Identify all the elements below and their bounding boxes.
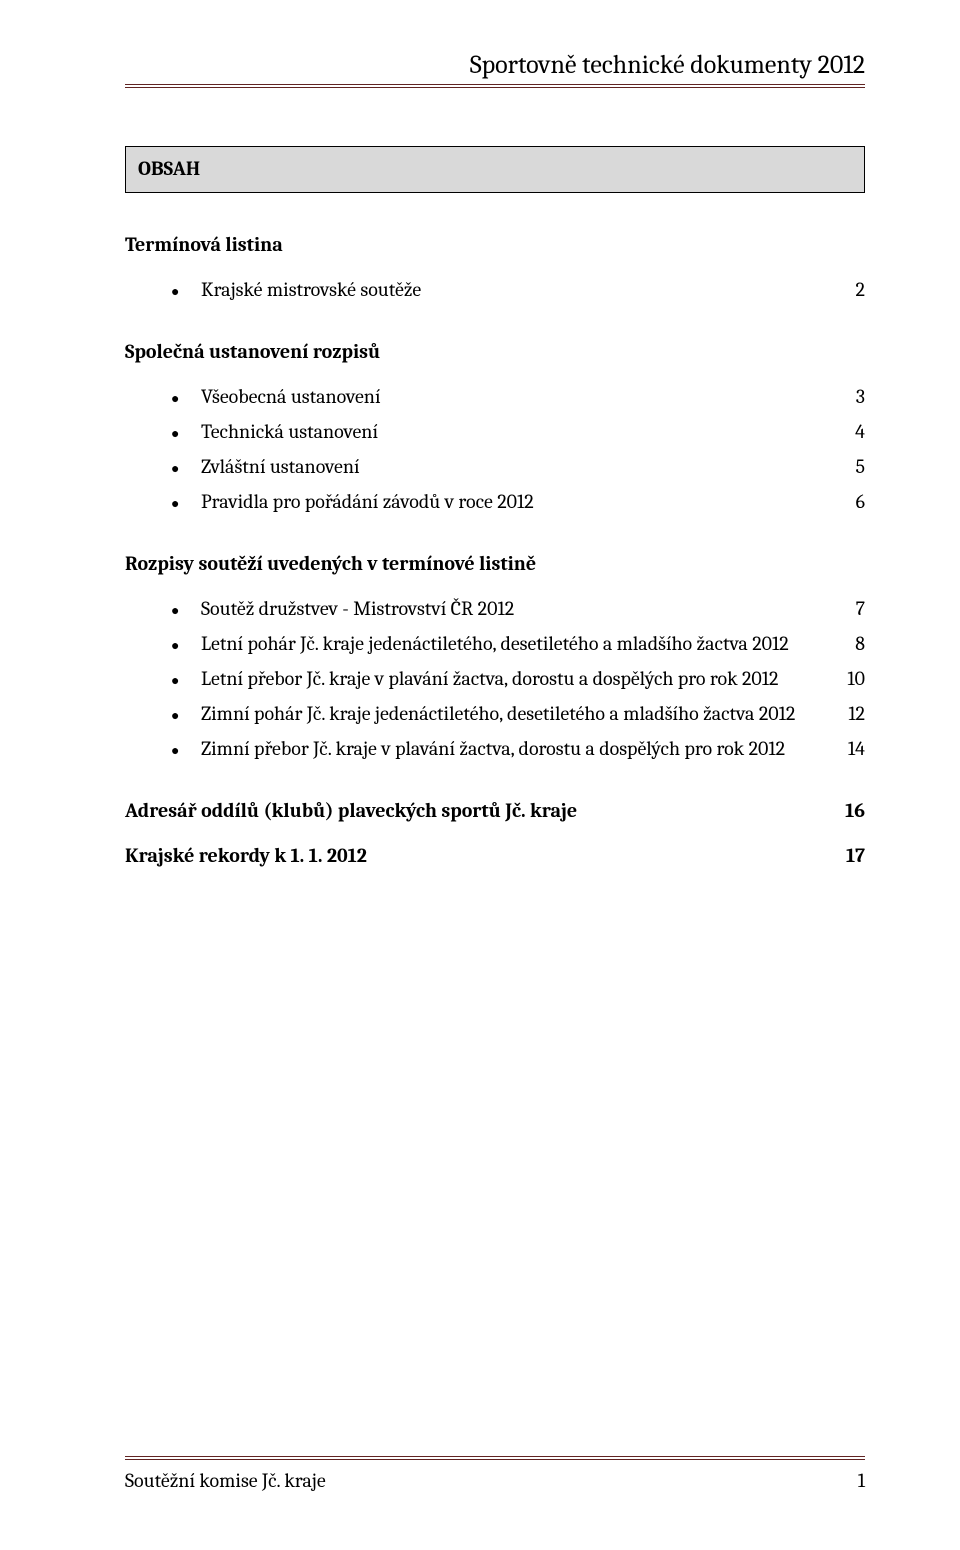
bullet-icon: ● bbox=[171, 278, 201, 302]
toc-page: 2 bbox=[836, 278, 865, 301]
toc-page: 3 bbox=[836, 385, 865, 408]
toc-label: Krajské mistrovské soutěže bbox=[201, 278, 836, 301]
bullet-icon: ● bbox=[171, 490, 201, 514]
toc-page: 5 bbox=[836, 455, 866, 478]
section-heading-3: Rozpisy soutěží uvedených v termínové li… bbox=[125, 552, 865, 575]
toc-page: 4 bbox=[835, 420, 865, 443]
toc-page: 14 bbox=[828, 737, 865, 760]
section-heading-4: Adresář oddílů (klubů) plaveckých sportů… bbox=[125, 799, 865, 822]
bullet-icon: ● bbox=[171, 702, 201, 726]
section-heading-2: Společná ustanovení rozpisů bbox=[125, 340, 865, 363]
footer-rule bbox=[125, 1456, 865, 1460]
toc-page: 6 bbox=[836, 490, 865, 513]
section-4-label: Adresář oddílů (klubů) plaveckých sportů… bbox=[125, 799, 577, 822]
list-item: ● Zvláštní ustanovení 5 bbox=[171, 455, 865, 479]
section-4-page: 16 bbox=[845, 799, 865, 822]
box-title-obsah: OBSAH bbox=[125, 146, 865, 193]
toc-page: 12 bbox=[828, 702, 865, 725]
page: Sportovně technické dokumenty 2012 OBSAH… bbox=[0, 0, 960, 1550]
footer-left: Soutěžní komise Jč. kraje bbox=[125, 1469, 326, 1492]
toc-label: Zimní pohár Jč. kraje jedenáctiletého, d… bbox=[201, 702, 828, 725]
toc-label: Technická ustanovení bbox=[201, 420, 835, 443]
bullet-icon: ● bbox=[171, 420, 201, 444]
section-5-label: Krajské rekordy k 1. 1. 2012 bbox=[125, 844, 367, 867]
toc-list-3: ● Soutěž družstvev - Mistrovství ČR 2012… bbox=[171, 597, 865, 761]
page-header: Sportovně technické dokumenty 2012 bbox=[125, 50, 865, 88]
toc-page: 8 bbox=[835, 632, 865, 655]
toc-label: Zvláštní ustanovení bbox=[201, 455, 836, 478]
toc-label: Všeobecná ustanovení bbox=[201, 385, 836, 408]
toc-label: Soutěž družstvev - Mistrovství ČR 2012 bbox=[201, 597, 836, 620]
bullet-icon: ● bbox=[171, 632, 201, 656]
toc-list-2: ● Všeobecná ustanovení 3 ● Technická ust… bbox=[171, 385, 865, 514]
bullet-icon: ● bbox=[171, 385, 201, 409]
box-title-text: OBSAH bbox=[138, 157, 200, 180]
bullet-icon: ● bbox=[171, 737, 201, 761]
list-item: ● Letní pohár Jč. kraje jedenáctiletého,… bbox=[171, 632, 865, 656]
toc-label: Letní přebor Jč. kraje v plavání žactva,… bbox=[201, 667, 827, 690]
list-item: ● Pravidla pro pořádání závodů v roce 20… bbox=[171, 490, 865, 514]
list-item: ● Technická ustanovení 4 bbox=[171, 420, 865, 444]
page-footer: Soutěžní komise Jč. kraje 1 bbox=[125, 1469, 865, 1492]
toc-label: Letní pohár Jč. kraje jedenáctiletého, d… bbox=[201, 632, 835, 655]
header-title: Sportovně technické dokumenty 2012 bbox=[470, 50, 865, 80]
list-item: ● Všeobecná ustanovení 3 bbox=[171, 385, 865, 409]
section-5-page: 17 bbox=[846, 844, 865, 867]
toc-list-1: ● Krajské mistrovské soutěže 2 bbox=[171, 278, 865, 302]
toc-page: 7 bbox=[836, 597, 865, 620]
bullet-icon: ● bbox=[171, 455, 201, 479]
list-item: ● Letní přebor Jč. kraje v plavání žactv… bbox=[171, 667, 865, 691]
list-item: ● Krajské mistrovské soutěže 2 bbox=[171, 278, 865, 302]
section-heading-1: Termínová listina bbox=[125, 233, 865, 256]
list-item: ● Zimní přebor Jč. kraje v plavání žactv… bbox=[171, 737, 865, 761]
bullet-icon: ● bbox=[171, 597, 201, 621]
toc-label: Zimní přebor Jč. kraje v plavání žactva,… bbox=[201, 737, 828, 760]
toc-label: Pravidla pro pořádání závodů v roce 2012 bbox=[201, 490, 836, 513]
bullet-icon: ● bbox=[171, 667, 201, 691]
toc-page: 10 bbox=[827, 667, 865, 690]
section-heading-5: Krajské rekordy k 1. 1. 2012 17 bbox=[125, 844, 865, 867]
list-item: ● Zimní pohár Jč. kraje jedenáctiletého,… bbox=[171, 702, 865, 726]
list-item: ● Soutěž družstvev - Mistrovství ČR 2012… bbox=[171, 597, 865, 621]
footer-page-number: 1 bbox=[858, 1469, 865, 1492]
